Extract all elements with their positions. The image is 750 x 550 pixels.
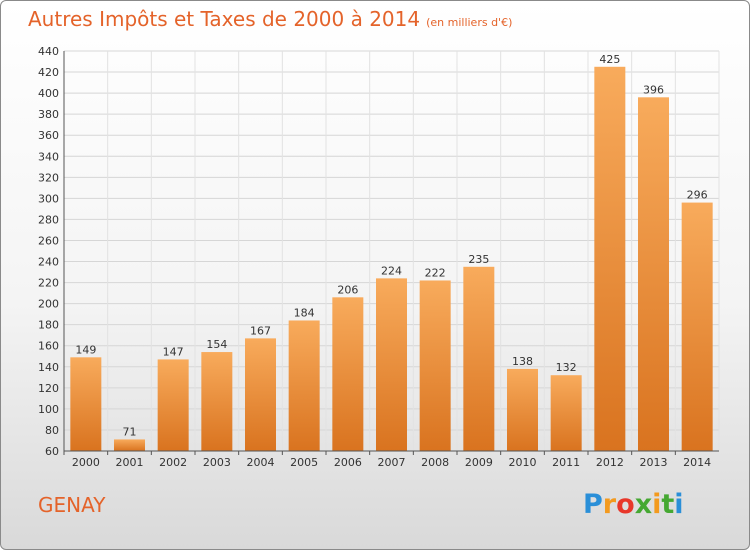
bar [681, 202, 713, 451]
bar [507, 368, 538, 451]
bar [157, 359, 189, 451]
bar-value-label: 132 [556, 361, 577, 374]
y-tick-label: 60 [45, 445, 59, 458]
logo-letter: o [616, 489, 635, 520]
y-tick-label: 240 [38, 256, 59, 269]
city-name: GENAY [38, 493, 106, 517]
logo-letter: r [602, 489, 617, 520]
bar-value-label: 167 [250, 324, 271, 337]
bar [419, 280, 451, 451]
y-tick-label: 360 [38, 129, 59, 142]
bar-value-label: 184 [294, 306, 315, 319]
bar-value-label: 396 [643, 83, 664, 96]
chart-subtitle: (en milliers d'€) [426, 16, 513, 29]
chart-title-text: Autres Impôts et Taxes de 2000 à 2014 [28, 7, 421, 31]
y-tick-label: 100 [38, 403, 59, 416]
bar-value-label: 425 [599, 53, 620, 66]
x-tick-label: 2008 [421, 456, 449, 469]
x-tick-label: 2006 [334, 456, 362, 469]
x-tick-label: 2001 [116, 456, 144, 469]
bar-value-label: 296 [687, 189, 708, 202]
y-tick-label: 120 [38, 382, 59, 395]
x-tick-label: 2002 [159, 456, 187, 469]
bar-value-label: 222 [425, 266, 446, 279]
y-tick-label: 340 [38, 150, 59, 163]
y-tick-label: 380 [38, 108, 59, 121]
y-tick-label: 80 [45, 424, 59, 437]
bar-value-label: 235 [468, 253, 489, 266]
bar [332, 297, 364, 451]
x-tick-label: 2004 [247, 456, 275, 469]
y-tick-label: 180 [38, 319, 59, 332]
bar-value-label: 224 [381, 264, 402, 277]
bar-value-label: 147 [163, 345, 184, 358]
bar [288, 320, 320, 451]
x-tick-label: 2005 [290, 456, 318, 469]
x-tick-label: 2003 [203, 456, 231, 469]
logo-letter: x [634, 489, 653, 520]
bars: 149 71 147 154 167 184 206 224 222 235 138 132 425 39… [70, 53, 713, 451]
y-tick-label: 140 [38, 361, 59, 374]
bar [70, 357, 102, 451]
bar-value-label: 138 [512, 355, 533, 368]
bar [550, 375, 582, 451]
bar [594, 66, 626, 451]
y-tick-label: 260 [38, 234, 59, 247]
bar-value-label: 149 [75, 343, 96, 356]
bar-value-label: 206 [337, 283, 358, 296]
x-tick-label: 2000 [72, 456, 100, 469]
bar [114, 439, 145, 451]
logo-letter: i [674, 489, 684, 520]
bar [463, 266, 495, 451]
axes: 60 80 100 120 140 160 180 200 220 240 260 280 300 320… [38, 45, 719, 469]
x-tick-label: 2013 [640, 456, 668, 469]
y-tick-label: 440 [38, 45, 59, 58]
y-tick-label: 160 [38, 340, 59, 353]
bar [245, 338, 276, 451]
bar [376, 278, 407, 451]
bar-value-label: 71 [123, 425, 137, 438]
y-tick-label: 320 [38, 171, 59, 184]
y-tick-label: 300 [38, 192, 59, 205]
bar [201, 352, 233, 451]
x-tick-label: 2010 [509, 456, 537, 469]
logo-letter: t [661, 489, 675, 520]
x-tick-label: 2007 [378, 456, 406, 469]
chart-title: Autres Impôts et Taxes de 2000 à 2014 (en… [28, 7, 512, 31]
y-tick-label: 200 [38, 298, 59, 311]
logo-letter: i [652, 489, 662, 520]
bar [638, 97, 669, 451]
x-tick-label: 2012 [596, 456, 624, 469]
y-tick-label: 220 [38, 277, 59, 290]
x-tick-label: 2011 [552, 456, 580, 469]
x-tick-label: 2014 [683, 456, 711, 469]
bar-value-label: 154 [206, 338, 227, 351]
logo-letter: P [583, 489, 603, 520]
y-tick-label: 280 [38, 213, 59, 226]
x-tick-label: 2009 [465, 456, 493, 469]
y-tick-label: 400 [38, 87, 59, 100]
proxiti-logo: Proxiti [583, 489, 684, 520]
y-tick-label: 420 [38, 66, 59, 79]
